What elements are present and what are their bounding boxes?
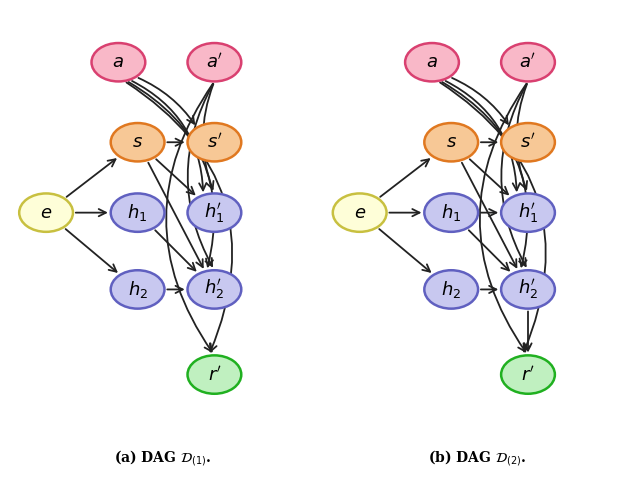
Text: $r'$: $r'$: [207, 365, 221, 384]
Ellipse shape: [111, 123, 164, 161]
Ellipse shape: [424, 123, 478, 161]
Ellipse shape: [424, 194, 478, 232]
Ellipse shape: [501, 270, 555, 309]
Ellipse shape: [111, 270, 164, 309]
Ellipse shape: [424, 270, 478, 309]
Ellipse shape: [188, 355, 241, 394]
Ellipse shape: [188, 43, 241, 81]
Text: $a'$: $a'$: [520, 53, 536, 72]
Text: $s$: $s$: [445, 133, 457, 151]
Text: $h_2'$: $h_2'$: [518, 278, 538, 301]
Text: $h_2$: $h_2$: [441, 279, 461, 300]
Text: $e$: $e$: [40, 204, 52, 222]
Text: $a'$: $a'$: [206, 53, 223, 72]
Text: (b) DAG $\mathcal{D}_{(2)}$.: (b) DAG $\mathcal{D}_{(2)}$.: [428, 448, 526, 467]
Text: $h_1$: $h_1$: [127, 202, 148, 223]
Ellipse shape: [188, 270, 241, 309]
Text: $r'$: $r'$: [521, 365, 535, 384]
Ellipse shape: [405, 43, 459, 81]
Text: $h_2'$: $h_2'$: [204, 278, 225, 301]
Text: $s$: $s$: [132, 133, 143, 151]
Text: $h_1$: $h_1$: [441, 202, 461, 223]
Ellipse shape: [333, 194, 387, 232]
Ellipse shape: [501, 355, 555, 394]
Ellipse shape: [501, 43, 555, 81]
Ellipse shape: [92, 43, 145, 81]
Ellipse shape: [111, 194, 164, 232]
Text: $e$: $e$: [353, 204, 366, 222]
Ellipse shape: [188, 194, 241, 232]
Ellipse shape: [501, 123, 555, 161]
Ellipse shape: [19, 194, 73, 232]
Text: $a$: $a$: [426, 53, 438, 71]
Text: $s'$: $s'$: [520, 133, 536, 152]
Ellipse shape: [501, 194, 555, 232]
Text: $h_1'$: $h_1'$: [204, 201, 225, 225]
Text: $s'$: $s'$: [207, 133, 222, 152]
Text: $h_2$: $h_2$: [127, 279, 148, 300]
Text: (a) DAG $\mathcal{D}_{(1)}$.: (a) DAG $\mathcal{D}_{(1)}$.: [115, 448, 212, 467]
Ellipse shape: [188, 123, 241, 161]
Text: $h_1'$: $h_1'$: [518, 201, 538, 225]
Text: $a$: $a$: [113, 53, 124, 71]
